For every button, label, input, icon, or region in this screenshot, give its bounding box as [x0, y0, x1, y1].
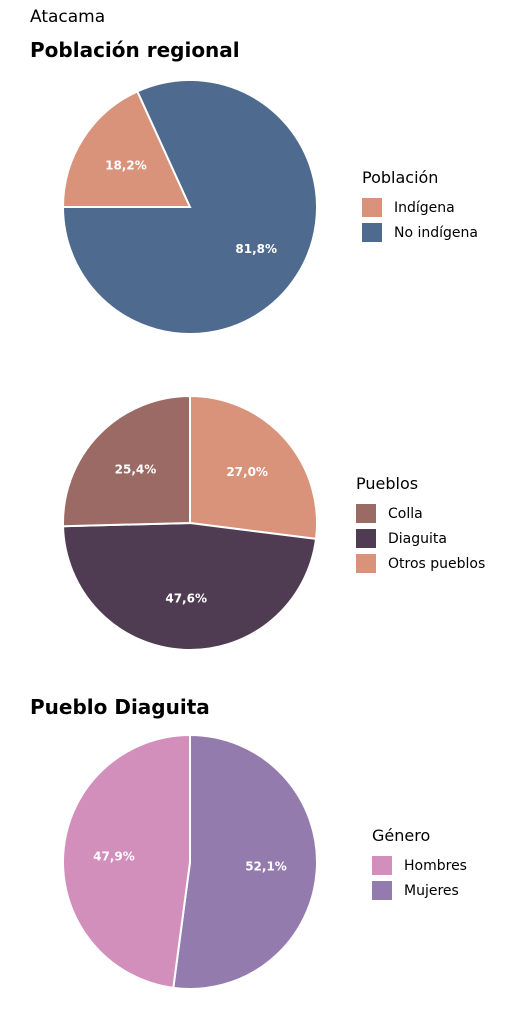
- legend-swatch: [356, 529, 376, 548]
- legend-item-mujeres: Mujeres: [372, 878, 467, 903]
- pie-chart-pueblos: 27,0% 47,6% 25,4%: [62, 394, 318, 651]
- legend-title: Género: [372, 826, 431, 845]
- pie-chart-poblacion: 18,2% 81,8%: [61, 79, 318, 335]
- section-title: Pueblo Diaguita: [30, 695, 210, 719]
- legend-swatch: [362, 198, 382, 217]
- legend-label: No indígena: [394, 224, 478, 241]
- legend-pueblos: Pueblos Colla Diaguita Otros pueblos: [356, 474, 485, 576]
- legend-label: Diaguita: [388, 530, 447, 547]
- legend-label: Hombres: [404, 857, 467, 874]
- legend-swatch: [372, 856, 392, 875]
- pie-label-diaguita: 47,6%: [165, 592, 207, 606]
- legend-item-otros-pueblos: Otros pueblos: [356, 551, 485, 576]
- pie-slice-indigena: [61, 90, 192, 208]
- legend-item-diaguita: Diaguita: [356, 526, 485, 551]
- legend-swatch: [372, 881, 392, 900]
- pie-slice-otros-pueblos: [189, 394, 318, 541]
- legend-swatch: [356, 554, 376, 573]
- legend-title: Población: [362, 168, 439, 187]
- legend-title: Pueblos: [356, 474, 419, 493]
- legend-item-colla: Colla: [356, 501, 485, 526]
- pie-chart-diaguita: 52,1% 47,9%: [62, 733, 318, 990]
- legend-item-hombres: Hombres: [372, 853, 467, 878]
- legend-item-indigena: Indígena: [362, 195, 478, 220]
- pie-label-no-indigena: 81,8%: [235, 242, 277, 256]
- pie-label-hombres: 47,9%: [93, 849, 135, 863]
- pie-slice-colla: [62, 394, 191, 528]
- region-name: Atacama: [30, 7, 106, 27]
- pie-label-otros-pueblos: 27,0%: [226, 465, 268, 479]
- legend-label: Indígena: [394, 199, 455, 216]
- legend-genero: Género Hombres Mujeres: [372, 826, 467, 903]
- legend-label: Otros pueblos: [388, 555, 486, 572]
- pie-label-indigena: 18,2%: [105, 158, 147, 172]
- pie-label-mujeres: 52,1%: [245, 860, 287, 874]
- pie-slice-diaguita: [62, 521, 318, 651]
- pie-slice-mujeres: [172, 733, 318, 990]
- page-title: Población regional: [30, 38, 240, 62]
- legend-label: Mujeres: [404, 882, 459, 899]
- legend-item-no-indigena: No indígena: [362, 220, 478, 245]
- legend-label: Colla: [388, 505, 423, 522]
- pie-label-colla: 25,4%: [115, 462, 157, 476]
- legend-swatch: [362, 223, 382, 242]
- pie-slice-hombres: [62, 733, 191, 990]
- legend-swatch: [356, 504, 376, 523]
- legend-poblacion: Población Indígena No indígena: [362, 168, 478, 245]
- pie-slice-no-indigena: [61, 79, 318, 335]
